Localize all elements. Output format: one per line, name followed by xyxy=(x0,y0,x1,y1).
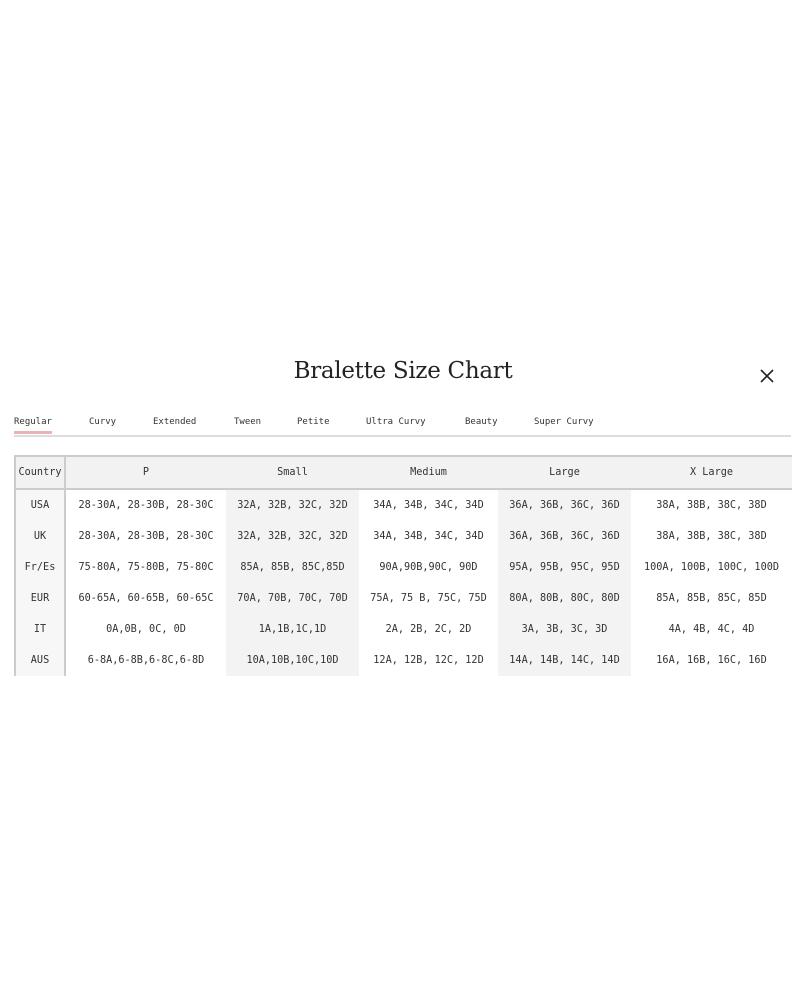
size-cell: 75A, 75 B, 75C, 75D xyxy=(370,593,487,604)
country-cell: Fr/Es xyxy=(14,552,66,583)
close-button[interactable] xyxy=(757,366,777,386)
size-cell: 16A, 16B, 16C, 16D xyxy=(631,645,792,676)
header-small: Small xyxy=(226,455,359,490)
size-cell: 3A, 3B, 3C, 3D xyxy=(498,614,631,645)
country-cell: AUS xyxy=(14,645,66,676)
size-cell: 34A, 34B, 34C, 34D xyxy=(373,500,484,511)
size-cell: 28-30A, 28-30B, 28-30C xyxy=(78,531,214,542)
size-cell: 60-65A, 60-65B, 60-65C xyxy=(78,593,214,604)
country-cell: UK xyxy=(14,521,66,552)
size-chart-table: Country P Small Medium Large X Large USA… xyxy=(14,455,792,676)
size-cell: 28-30A, 28-30B, 28-30C xyxy=(78,500,214,511)
size-cell: 85A, 85B, 85C,85D xyxy=(226,552,359,583)
size-cell: 85A, 85B, 85C, 85D xyxy=(631,583,792,614)
tab-extended[interactable]: Extended xyxy=(153,417,197,427)
size-cell: 100A, 100B, 100C, 100D xyxy=(631,552,792,583)
tab-beauty[interactable]: Beauty xyxy=(465,417,498,427)
size-cell: 70A, 70B, 70C, 70D xyxy=(226,583,359,614)
country-cell: EUR xyxy=(14,583,66,614)
country-cell: USA xyxy=(14,489,66,521)
size-cell: 95A, 95B, 95C, 95D xyxy=(498,552,631,583)
header-x-large: X Large xyxy=(631,455,792,490)
size-cell: 34A, 34B, 34C, 34D xyxy=(373,531,484,542)
header-medium: Medium xyxy=(359,455,498,490)
page-title: Bralette Size Chart xyxy=(293,358,513,384)
size-cell: 14A, 14B, 14C, 14D xyxy=(498,645,631,676)
tab-ultra-curvy[interactable]: Ultra Curvy xyxy=(366,417,426,427)
size-cell: 12A, 12B, 12C, 12D xyxy=(373,655,484,666)
size-cell: 10A,10B,10C,10D xyxy=(226,645,359,676)
size-chart-table-container: Country P Small Medium Large X Large USA… xyxy=(14,455,792,676)
table-row: EUR 60-65A, 60-65B, 60-65C 70A, 70B, 70C, … xyxy=(14,583,792,614)
tab-tween[interactable]: Tween xyxy=(234,417,262,427)
table-row: USA 28-30A, 28-30B, 28-30C 32A, 32B, 32C, … xyxy=(14,489,792,521)
size-tabs: Regular Curvy Extended Tween Petite Ultr… xyxy=(14,414,791,437)
tab-regular[interactable]: Regular xyxy=(14,417,52,434)
table-row: IT 0A,0B, 0C, 0D 1A,1B,1C,1D 2A, 2B, 2C, 2D… xyxy=(14,614,792,645)
tab-super-curvy[interactable]: Super Curvy xyxy=(534,417,594,427)
size-cell: 32A, 32B, 32C, 32D xyxy=(226,521,359,552)
tab-petite[interactable]: Petite xyxy=(297,417,330,427)
size-cell: 36A, 36B, 36C, 36D xyxy=(498,489,631,521)
size-cell: 90A,90B,90C, 90D xyxy=(379,562,478,573)
close-x-icon xyxy=(760,369,774,383)
size-cell: 80A, 80B, 80C, 80D xyxy=(498,583,631,614)
size-cell: 1A,1B,1C,1D xyxy=(226,614,359,645)
size-cell: 38A, 38B, 38C, 38D xyxy=(631,489,792,521)
header-p: P xyxy=(65,455,226,490)
size-cell: 6-8A,6-8B,6-8C,6-8D xyxy=(87,655,205,666)
header-large: Large xyxy=(498,455,631,490)
size-cell: 0A,0B, 0C, 0D xyxy=(106,624,186,635)
tab-curvy[interactable]: Curvy xyxy=(89,417,117,427)
table-row: Fr/Es 75-80A, 75-80B, 75-80C 85A, 85B, 85C… xyxy=(14,552,792,583)
size-cell: 38A, 38B, 38C, 38D xyxy=(631,521,792,552)
size-cell: 75-80A, 75-80B, 75-80C xyxy=(78,562,214,573)
size-cell: 36A, 36B, 36C, 36D xyxy=(498,521,631,552)
table-row: AUS 6-8A,6-8B,6-8C,6-8D 10A,10B,10C,10D 12A… xyxy=(14,645,792,676)
size-cell: 4A, 4B, 4C, 4D xyxy=(631,614,792,645)
country-cell: IT xyxy=(14,614,66,645)
table-header-row: Country P Small Medium Large X Large xyxy=(14,455,792,490)
header-country: Country xyxy=(14,455,66,490)
size-cell: 32A, 32B, 32C, 32D xyxy=(226,489,359,521)
table-row: UK 28-30A, 28-30B, 28-30C 32A, 32B, 32C, 3… xyxy=(14,521,792,552)
size-cell: 2A, 2B, 2C, 2D xyxy=(385,624,472,635)
